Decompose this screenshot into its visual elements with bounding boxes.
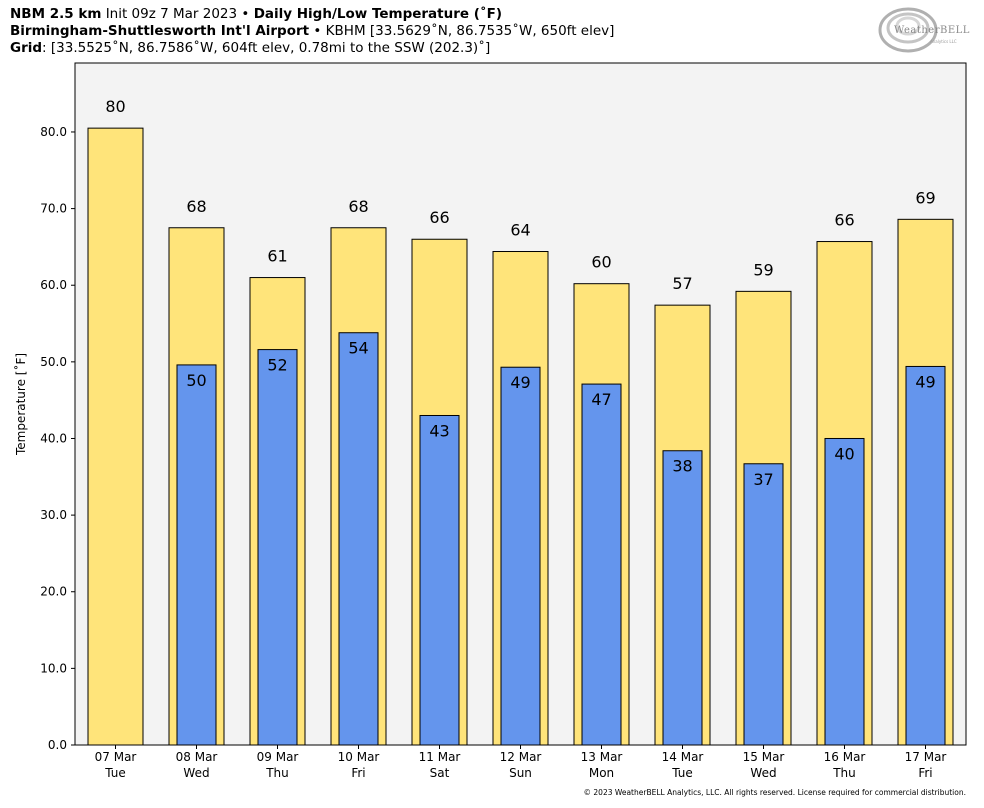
grid-info: : [33.5525˚N, 86.7586˚W, 604ft elev, 0.7…: [42, 40, 491, 56]
low-temp-bar: [419, 414, 460, 746]
high-temp-bar: [87, 127, 144, 746]
logo-swirl-icon: [878, 7, 938, 53]
x-tick-date: 17 Mar: [905, 750, 947, 764]
high-temp-label: 59: [753, 260, 773, 279]
low-temp-label: 52: [267, 356, 287, 375]
x-tick-date: 14 Mar: [662, 750, 704, 764]
x-tick-weekday: Wed: [750, 766, 776, 780]
x-tick-date: 12 Mar: [500, 750, 542, 764]
low-temp-bar: [176, 364, 217, 746]
high-temp-label: 66: [834, 211, 854, 230]
init-time: Init 09z 7 Mar 2023: [105, 6, 238, 22]
x-tick-weekday: Thu: [832, 766, 856, 780]
model-name: NBM 2.5 km: [10, 6, 102, 22]
low-temp-bar: [905, 365, 946, 746]
low-temp-bar: [257, 349, 298, 746]
low-temp-label: 54: [348, 339, 368, 358]
high-temp-label: 66: [429, 208, 449, 227]
y-tick-label: 10.0: [40, 661, 67, 675]
x-tick-weekday: Sun: [509, 766, 532, 780]
copyright-footer: © 2023 WeatherBELL Analytics, LLC. All r…: [583, 788, 966, 797]
header-line-1: NBM 2.5 km Init 09z 7 Mar 2023 • Daily H…: [10, 6, 614, 23]
chart-title: Daily High/Low Temperature (˚F): [253, 6, 503, 22]
y-tick-label: 40.0: [40, 431, 67, 445]
x-tick-date: 15 Mar: [743, 750, 785, 764]
low-temp-bar: [743, 463, 784, 746]
high-temp-label: 61: [267, 247, 287, 266]
low-temp-bar: [581, 383, 622, 746]
low-temp-bar: [338, 332, 379, 746]
low-temp-label: 40: [834, 444, 854, 463]
y-tick-label: 20.0: [40, 585, 67, 599]
x-tick-date: 13 Mar: [581, 750, 623, 764]
x-tick-weekday: Tue: [671, 766, 693, 780]
low-temp-bar: [824, 437, 865, 746]
high-temp-label: 80: [105, 97, 125, 116]
low-temp-label: 47: [591, 390, 611, 409]
low-temp-label: 37: [753, 470, 773, 489]
x-tick-weekday: Fri: [351, 766, 365, 780]
x-tick-date: 16 Mar: [824, 750, 866, 764]
low-temp-bar: [500, 366, 541, 746]
y-tick-label: 70.0: [40, 202, 67, 216]
separator: •: [241, 6, 250, 22]
x-tick-date: 08 Mar: [176, 750, 218, 764]
high-temp-label: 68: [186, 197, 206, 216]
low-temp-label: 50: [186, 371, 206, 390]
high-temp-label: 60: [591, 253, 611, 272]
logo-text: WeatherBELL: [894, 25, 970, 36]
x-tick-weekday: Wed: [183, 766, 209, 780]
y-axis-label: Temperature [˚F]: [13, 353, 28, 456]
weatherbell-logo: WeatherBELL Analytics LLC: [878, 6, 970, 54]
low-temp-label: 49: [915, 372, 935, 391]
station-info: KBHM [33.5629˚N, 86.7535˚W, 650ft elev]: [325, 23, 615, 39]
y-tick-label: 30.0: [40, 508, 67, 522]
y-tick-label: 0.0: [48, 738, 67, 752]
x-tick-weekday: Tue: [104, 766, 126, 780]
separator: •: [313, 23, 322, 39]
low-temp-label: 49: [510, 373, 530, 392]
chart-header: NBM 2.5 km Init 09z 7 Mar 2023 • Daily H…: [10, 6, 614, 57]
bars-layer: 80 68 61 68 66 64 60 57 59 66 69 50 52 54 43 49 47 38 37 40…: [87, 97, 954, 746]
low-temp-bar: [662, 450, 703, 746]
logo-subtext: Analytics LLC: [930, 39, 957, 44]
header-line-2: Birmingham-Shuttlesworth Int'l Airport •…: [10, 23, 614, 40]
y-tick-label: 60.0: [40, 278, 67, 292]
x-tick-date: 11 Mar: [419, 750, 461, 764]
y-tick-label: 50.0: [40, 355, 67, 369]
x-tick-date: 09 Mar: [257, 750, 299, 764]
header-line-3: Grid: [33.5525˚N, 86.7586˚W, 604ft elev,…: [10, 40, 614, 57]
high-temp-label: 68: [348, 197, 368, 216]
x-tick-weekday: Sat: [430, 766, 450, 780]
y-axis: 0.0 10.0 20.0 30.0 40.0 50.0 60.0 70.0 80.0: [40, 125, 75, 752]
x-tick-weekday: Mon: [589, 766, 614, 780]
x-tick-date: 10 Mar: [338, 750, 380, 764]
station-name: Birmingham-Shuttlesworth Int'l Airport: [10, 23, 310, 39]
x-tick-weekday: Thu: [265, 766, 289, 780]
high-temp-label: 57: [672, 274, 692, 293]
low-temp-label: 43: [429, 421, 449, 440]
x-tick-date: 07 Mar: [95, 750, 137, 764]
y-tick-label: 80.0: [40, 125, 67, 139]
high-temp-label: 69: [915, 188, 935, 207]
x-axis: 07 Mar Tue 08 Mar Wed 09 Mar Thu 10 Mar Fri 11 M…: [95, 745, 947, 780]
high-temp-label: 64: [510, 221, 530, 240]
grid-label: Grid: [10, 40, 43, 56]
low-temp-label: 38: [672, 457, 692, 476]
x-tick-weekday: Fri: [918, 766, 932, 780]
